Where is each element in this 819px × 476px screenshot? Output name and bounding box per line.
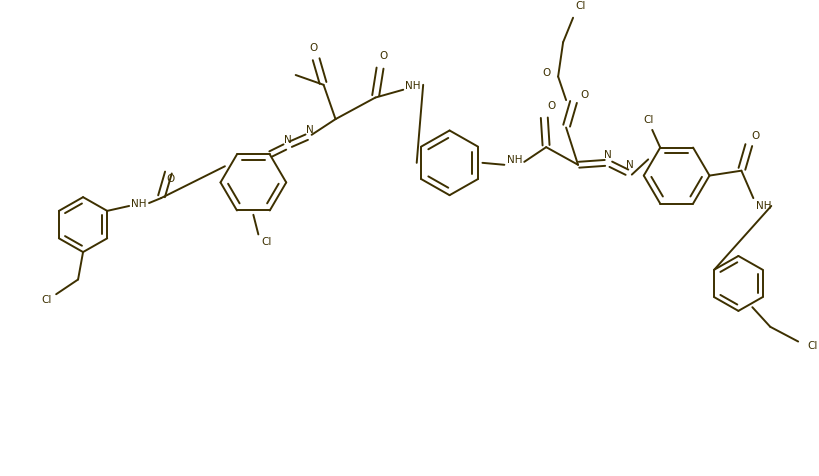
- Text: N: N: [283, 135, 292, 145]
- Text: N: N: [305, 125, 313, 135]
- Text: O: O: [309, 42, 317, 52]
- Text: O: O: [750, 131, 758, 141]
- Text: Cl: Cl: [41, 295, 52, 305]
- Text: O: O: [166, 174, 175, 184]
- Text: O: O: [378, 51, 387, 61]
- Text: Cl: Cl: [642, 115, 653, 125]
- Text: O: O: [541, 68, 550, 78]
- Text: NH: NH: [754, 201, 770, 211]
- Text: O: O: [546, 101, 554, 111]
- Text: Cl: Cl: [260, 237, 271, 247]
- Text: Cl: Cl: [575, 1, 586, 11]
- Text: O: O: [579, 90, 587, 100]
- Text: NH: NH: [405, 81, 420, 91]
- Text: N: N: [625, 160, 633, 170]
- Text: NH: NH: [506, 155, 522, 165]
- Text: N: N: [604, 150, 611, 160]
- Text: Cl: Cl: [806, 341, 817, 351]
- Text: NH: NH: [131, 199, 147, 209]
